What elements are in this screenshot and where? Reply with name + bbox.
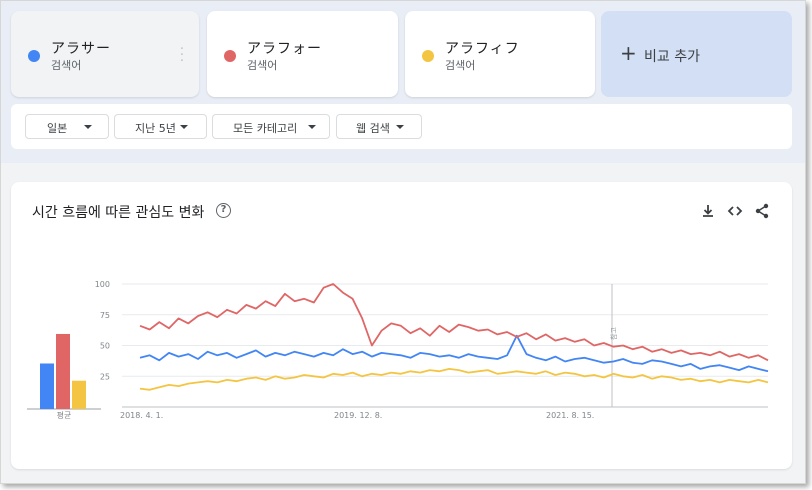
- y-tick-label: 100: [95, 280, 110, 289]
- x-tick-label: 2021. 8. 15.: [546, 411, 594, 420]
- caret-down-icon: [396, 125, 404, 129]
- region-dropdown[interactable]: 일본: [25, 114, 109, 139]
- period-label: 지난 5년: [135, 122, 176, 135]
- average-bar: [56, 333, 70, 409]
- term-card-3[interactable]: アラフィフ 검색어: [405, 11, 595, 97]
- term-name-2: アラフォー: [247, 41, 322, 57]
- help-icon[interactable]: ?: [216, 203, 231, 218]
- interest-over-time-card: 시간 흐름에 따른 관심도 변화 ? 100 75 50 25 2018. 4. 1. 2…: [11, 182, 792, 469]
- average-bar: [40, 363, 54, 409]
- series-line: [139, 334, 769, 373]
- add-comparison-button[interactable]: + 비교 추가: [601, 11, 792, 97]
- term-card-1[interactable]: アラサー 검색어 · · ·: [11, 11, 199, 97]
- note-marker-label: 참고: [610, 327, 618, 340]
- period-dropdown[interactable]: 지난 5년: [114, 114, 207, 139]
- series-color-dot-1: [28, 50, 40, 62]
- caret-down-icon: [308, 125, 316, 129]
- search-type-label: 웹 검색: [356, 122, 390, 135]
- download-icon[interactable]: [699, 202, 717, 220]
- category-dropdown[interactable]: 모든 카테고리: [212, 114, 330, 139]
- search-type-dropdown[interactable]: 웹 검색: [336, 114, 422, 139]
- term-name-3: アラフィフ: [445, 41, 520, 57]
- term-type-3: 검색어: [445, 59, 476, 72]
- embed-icon[interactable]: [726, 202, 744, 220]
- filter-bar: 일본 지난 5년 모든 카테고리 웹 검색: [11, 104, 792, 149]
- share-icon[interactable]: [753, 202, 771, 220]
- term-type-2: 검색어: [247, 59, 278, 72]
- plus-icon: +: [620, 41, 637, 65]
- series-color-dot-2: [224, 50, 236, 62]
- more-options-icon[interactable]: · · ·: [179, 42, 185, 69]
- average-label: 평균: [57, 410, 72, 420]
- card-title: 시간 흐름에 따른 관심도 변화: [32, 205, 205, 221]
- interest-chart: 100 75 50 25 2018. 4. 1. 2019. 12. 8. 2021. 8.…: [27, 280, 769, 420]
- term-name-1: アラサー: [51, 41, 111, 57]
- add-comparison-label: 비교 추가: [644, 49, 700, 65]
- series-line: [139, 283, 769, 362]
- x-tick-label: 2018. 4. 1.: [120, 411, 163, 420]
- y-tick-label: 50: [100, 342, 110, 351]
- category-label: 모든 카테고리: [233, 122, 298, 135]
- average-bar: [72, 380, 86, 409]
- y-tick-label: 25: [100, 372, 110, 381]
- region-label: 일본: [47, 122, 68, 135]
- caret-down-icon: [180, 125, 188, 129]
- term-type-1: 검색어: [51, 59, 82, 72]
- term-card-2[interactable]: アラフォー 검색어: [207, 11, 398, 97]
- series-color-dot-3: [422, 50, 434, 62]
- x-tick-label: 2019. 12. 8.: [334, 411, 382, 420]
- series-line: [139, 367, 769, 391]
- caret-down-icon: [84, 125, 92, 129]
- y-tick-label: 75: [100, 311, 110, 320]
